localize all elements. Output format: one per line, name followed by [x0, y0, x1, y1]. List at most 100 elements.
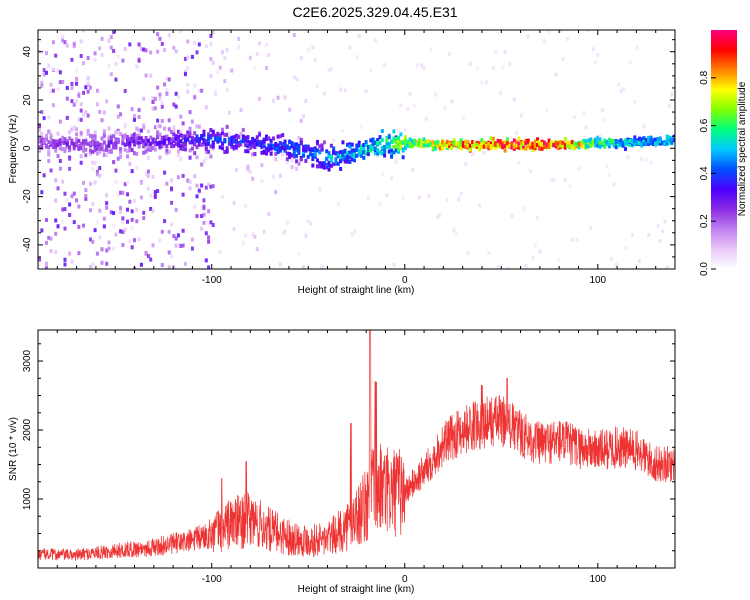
spectrogram-cell: [586, 144, 590, 149]
spectrogram-cell: [170, 144, 174, 149]
spectrogram-cell: [84, 110, 88, 115]
spectrogram-cell: [373, 146, 377, 151]
spectrogram-cell: [190, 237, 194, 242]
spectrogram-cell: [44, 240, 48, 245]
spectrogram-cell: [156, 142, 160, 147]
spectrogram-cell: [51, 67, 55, 72]
spectrogram-cell: [244, 233, 248, 238]
spectrogram-cell: [329, 154, 333, 159]
spectrogram-cell: [93, 180, 97, 185]
spectrogram-cell: [482, 144, 486, 149]
spectrogram-cell: [151, 99, 155, 104]
spectrogram-cell: [195, 194, 199, 199]
spectrogram-cell: [311, 148, 315, 153]
spectrogram-cell: [95, 143, 99, 148]
spectrogram-cell: [353, 229, 357, 234]
spectrogram-cell: [399, 146, 403, 151]
spectrogram-cell: [237, 44, 241, 49]
spectrogram-cell: [220, 146, 224, 151]
spectrogram-cell: [267, 52, 271, 57]
spectrogram-cell: [336, 201, 340, 206]
spectrogram-cell: [573, 146, 577, 151]
spectrogram-cell: [88, 181, 92, 186]
spectrogram-cell: [167, 77, 171, 82]
spectrogram-cell: [253, 234, 257, 239]
spectrogram-cell: [501, 65, 505, 70]
spectrogram-cell: [630, 232, 634, 237]
spectrogram-cell: [165, 144, 169, 149]
spectrogram-cell: [61, 38, 65, 43]
spectrogram-cell: [98, 109, 102, 114]
spectrogram-cell: [302, 153, 306, 158]
spectrogram-cell: [510, 141, 514, 146]
snr-x-tick-label: 0: [402, 574, 408, 585]
spectrogram-cell: [563, 137, 567, 142]
spectrogram-cell: [38, 257, 41, 262]
spectrogram-cell: [107, 143, 111, 148]
spectrogram-cell: [598, 134, 602, 139]
snr-y-ticks: 1000 2000 3000: [22, 343, 675, 569]
spectrogram-cell: [339, 159, 343, 164]
spectrogram-cell: [628, 60, 632, 65]
spectrogram-cell: [70, 86, 74, 91]
spectrogram-cell: [556, 145, 560, 150]
spectrogram-cell: [63, 137, 67, 142]
spectrogram-cell: [278, 134, 282, 139]
spectrogram-cell: [269, 146, 273, 151]
spectrogram-cell: [533, 243, 537, 248]
spectrogram-cell: [105, 99, 109, 104]
spectrogram-cell: [649, 160, 653, 165]
spectrogram-cell: [223, 139, 227, 144]
spectrogram-cell: [82, 223, 86, 228]
spectrogram-cell: [385, 193, 389, 198]
spectrogram-cell: [207, 141, 211, 146]
spectrogram-cell: [492, 66, 496, 71]
spectrogram-cell: [158, 144, 162, 149]
spectrogram-cell: [288, 155, 292, 160]
spectrogram-cell: [84, 188, 88, 193]
spectrogram-cell: [489, 136, 493, 141]
spectrogram-cell: [248, 145, 252, 150]
spectrogram-cell: [193, 174, 197, 179]
spectrogram-cell: [265, 146, 269, 151]
spectrogram-cell: [93, 134, 97, 139]
spectrogram-cell: [642, 142, 646, 147]
spectrogram-cell: [51, 88, 55, 93]
spectrogram-cell: [498, 91, 502, 96]
spectrogram-cell: [163, 170, 167, 175]
spectrogram-y-tick-label: -20: [22, 189, 33, 204]
spectrogram-cell: [607, 139, 611, 144]
spectrogram-cell: [621, 141, 625, 146]
spectrogram-cell: [75, 68, 79, 73]
spectrogram-cell: [116, 193, 120, 198]
spectrogram-cell: [102, 110, 106, 115]
spectrogram-cell: [176, 152, 180, 157]
spectrogram-cell: [75, 127, 79, 132]
spectrogram-cell: [51, 145, 55, 150]
spectrogram-cell: [202, 129, 206, 134]
spectrogram-cell: [362, 143, 366, 148]
spectrogram-cell: [137, 133, 141, 138]
spectrogram-cell: [220, 194, 224, 199]
spectrogram-cell: [116, 156, 120, 161]
spectrogram-cell: [515, 143, 519, 148]
spectrogram-cell: [79, 146, 83, 151]
spectrogram-cell: [93, 57, 97, 62]
spectrogram-cell: [380, 137, 384, 142]
spectrogram-cell: [501, 145, 505, 150]
spectrogram-cell: [267, 143, 271, 148]
spectrogram-cell: [619, 142, 623, 147]
spectrogram-cell: [260, 150, 264, 155]
spectrogram-cell: [63, 262, 67, 267]
spectrogram-cell: [417, 143, 421, 148]
spectrogram-cell: [320, 264, 324, 269]
spectrogram-cell: [281, 145, 285, 150]
spectrogram-cell: [399, 132, 403, 137]
spectrogram-cell: [102, 224, 106, 229]
spectrogram-cell: [466, 143, 470, 148]
spectrogram-cell: [343, 152, 347, 157]
spectrogram-y-ticks: -40 -20 0 20 40: [22, 39, 675, 270]
spectrogram-cell: [441, 146, 445, 151]
spectrogram-cell: [322, 91, 326, 96]
spectrogram-cell: [274, 157, 278, 162]
